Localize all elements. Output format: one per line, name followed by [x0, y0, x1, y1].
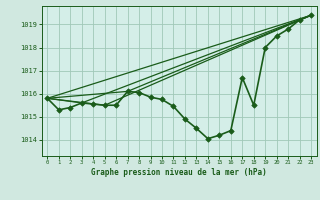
X-axis label: Graphe pression niveau de la mer (hPa): Graphe pression niveau de la mer (hPa): [91, 168, 267, 177]
